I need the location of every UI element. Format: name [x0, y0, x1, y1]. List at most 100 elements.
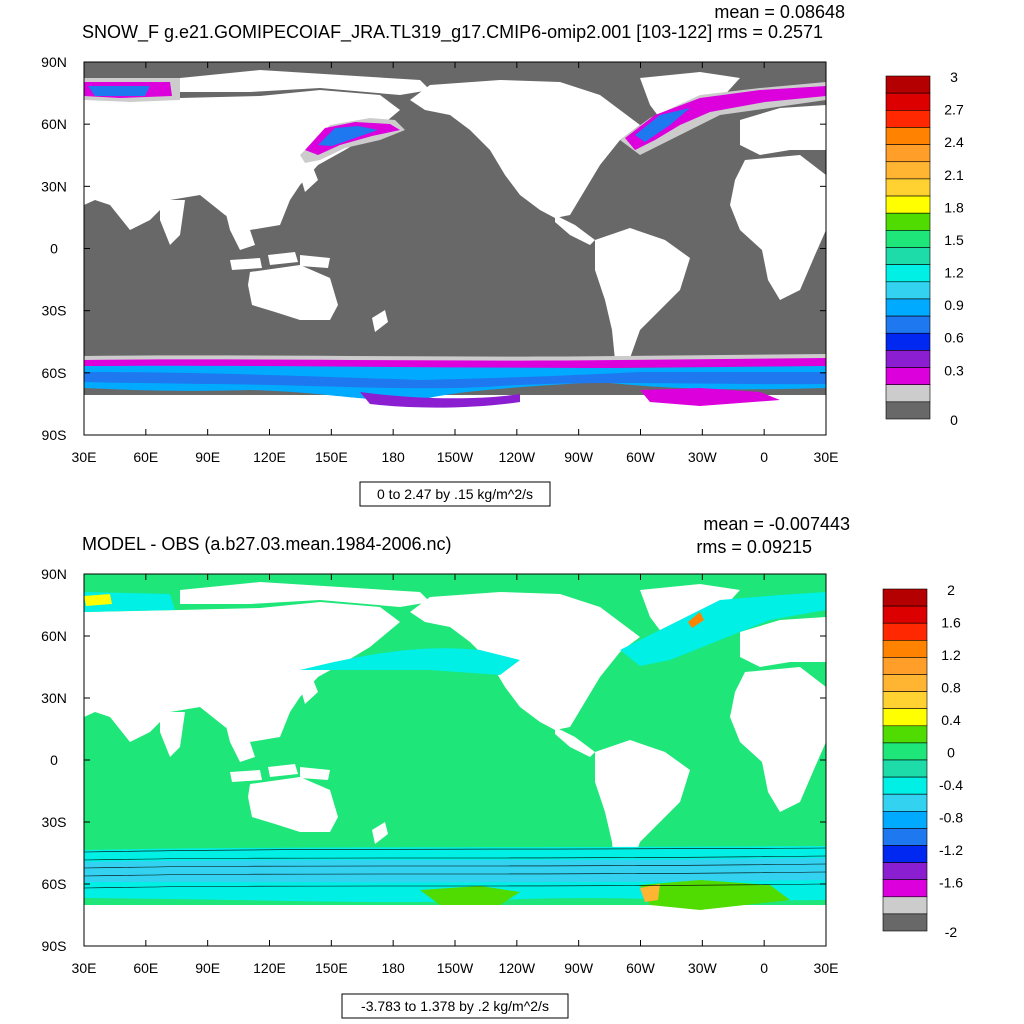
panel-bottom-subtitle: -3.783 to 1.378 by .2 kg/m^2/s	[361, 998, 549, 1014]
colorbar-label: 0	[950, 412, 958, 428]
colorbar-swatch	[885, 332, 931, 351]
panel-bottom-axes: 30E 60E 90E 120E 150E 180 150W 120W 90W 60W 30W 0 30…	[41, 566, 838, 976]
x-tick-label: 90W	[564, 449, 594, 465]
colorbar-swatch	[885, 75, 931, 94]
y-tick-label: 90S	[42, 938, 67, 954]
x-tick-label: 60W	[626, 449, 656, 465]
x-tick-label: 30E	[72, 449, 97, 465]
x-tick-label: 90E	[195, 449, 220, 465]
panel-bottom-map	[84, 574, 826, 946]
panel-bottom-subtitle-box	[341, 993, 569, 1019]
y-tick-label: 30S	[42, 814, 67, 830]
colorbar-swatch	[882, 793, 928, 812]
colorbar-swatch	[885, 178, 931, 197]
colorbar-swatch	[882, 742, 928, 761]
y-tick-label: 60N	[41, 116, 67, 132]
panel-top: SNOW_F g.e21.GOMIPECOIAF_JRA.TL319_g17.C…	[41, 2, 964, 507]
colorbar-label: -1.2	[939, 842, 963, 858]
panel-top-axes: 30E 60E 90E 120E 150E 180 150W 120W 90W 60W 30W 0 30…	[41, 54, 838, 465]
colorbar-swatch	[885, 384, 931, 403]
panel-top-title: SNOW_F g.e21.GOMIPECOIAF_JRA.TL319_g17.C…	[82, 22, 712, 43]
colorbar-label: 1.8	[944, 199, 964, 215]
colorbar-swatch	[885, 315, 931, 334]
y-tick-label: 30N	[41, 178, 67, 194]
colorbar-swatch	[882, 776, 928, 795]
x-tick-label: 180	[381, 960, 405, 976]
x-tick-label: 180	[381, 449, 405, 465]
panel-top-colorbar: 3 2.7 2.4 2.1 1.8 1.5 1.2 0.9 0.6 0.3 0	[885, 69, 964, 428]
panel-bottom: MODEL - OBS (a.b27.03.mean.1984-2006.nc)…	[41, 514, 963, 1019]
x-tick-label: 30E	[814, 449, 839, 465]
y-tick-label: 60S	[42, 365, 67, 381]
colorbar-label: -0.4	[939, 777, 963, 793]
panel-top-subtitle: 0 to 2.47 by .15 kg/m^2/s	[377, 486, 533, 502]
y-tick-label: 90N	[41, 54, 67, 70]
colorbar-label: -1.6	[939, 874, 963, 890]
colorbar-swatch	[882, 913, 928, 932]
x-tick-label: 120E	[253, 449, 286, 465]
land-masses-bottom	[84, 582, 826, 946]
x-tick-label: 30W	[688, 960, 718, 976]
colorbar-swatch	[885, 144, 931, 163]
x-tick-label: 60E	[133, 960, 158, 976]
colorbar-swatch	[882, 879, 928, 898]
colorbar-swatch	[885, 161, 931, 180]
x-tick-label: 60W	[626, 960, 656, 976]
colorbar-swatch	[882, 674, 928, 692]
colorbar-label: 1.2	[944, 265, 964, 281]
x-tick-label: 60E	[133, 449, 158, 465]
colorbar-swatch	[885, 298, 931, 317]
x-tick-label: 120E	[253, 960, 286, 976]
colorbar-label: 0.9	[944, 297, 964, 313]
colorbar-swatch	[885, 401, 931, 420]
x-tick-label: 150W	[437, 960, 474, 976]
colorbar-label: 0.4	[941, 712, 961, 728]
x-tick-label: 90E	[195, 960, 220, 976]
panel-top-mean: mean = 0.08648	[714, 2, 845, 22]
y-tick-label: 30S	[42, 303, 67, 319]
colorbar-label: 2	[947, 582, 955, 598]
colorbar-swatch	[882, 828, 928, 846]
colorbar-label: 0.6	[944, 330, 964, 346]
northern-snow-patches	[84, 78, 826, 163]
colorbar-swatch	[885, 367, 931, 385]
panel-top-subtitle-box	[359, 481, 551, 507]
x-tick-label: 150E	[315, 449, 348, 465]
colorbar-swatch	[885, 127, 931, 145]
x-tick-label: 150E	[315, 960, 348, 976]
x-tick-label: 90W	[564, 960, 594, 976]
colorbar-swatch	[885, 281, 931, 300]
colorbar-swatch	[882, 639, 928, 658]
x-tick-label: 120W	[499, 449, 536, 465]
colorbar-swatch	[882, 725, 928, 744]
panel-bottom-colorbar: 2 1.6 1.2 0.8 0.4 0 -0.4 -0.8 -1.2 -1.6 -2	[882, 582, 963, 940]
land-masses	[84, 70, 826, 435]
colorbar-swatch	[882, 622, 928, 641]
colorbar-swatch	[882, 657, 928, 675]
panel-bottom-mean: mean = -0.007443	[703, 514, 850, 534]
colorbar-label: -2	[945, 924, 958, 940]
colorbar-swatch	[882, 862, 928, 880]
y-tick-label: 90S	[42, 427, 67, 443]
x-tick-label: 120W	[499, 960, 536, 976]
colorbar-label: 2.4	[944, 134, 964, 150]
colorbar-label: -0.8	[939, 809, 963, 825]
colorbar-label: 0.3	[944, 362, 964, 378]
colorbar-swatch	[882, 588, 928, 607]
colorbar-swatch	[885, 92, 931, 111]
y-tick-label: 90N	[41, 566, 67, 582]
colorbar-swatch	[882, 691, 928, 709]
colorbar-swatch	[885, 212, 931, 231]
colorbar-swatch	[882, 708, 928, 727]
colorbar-swatch	[885, 195, 931, 214]
colorbar-label: 2.7	[944, 102, 964, 118]
colorbar-swatch	[885, 247, 931, 265]
colorbar-swatch	[882, 845, 928, 863]
colorbar-swatch	[885, 264, 931, 283]
x-tick-label: 30W	[688, 449, 718, 465]
colorbar-swatch	[882, 605, 928, 624]
x-tick-label: 30E	[814, 960, 839, 976]
colorbar-label: 1.6	[941, 614, 961, 630]
y-tick-label: 30N	[41, 690, 67, 706]
